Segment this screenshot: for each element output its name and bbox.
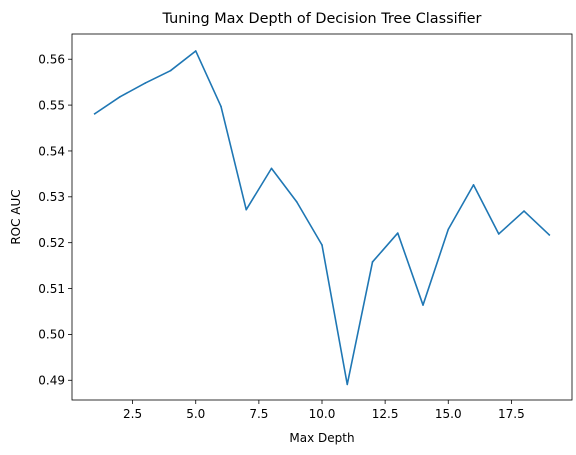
x-tick-label: 2.5 [123,407,142,421]
x-tick-label: 12.5 [372,407,399,421]
y-tick-label: 0.54 [38,144,65,158]
y-tick-label: 0.55 [38,98,65,112]
chart-title: Tuning Max Depth of Decision Tree Classi… [162,11,482,27]
data-point [422,304,424,306]
x-axis-ticks: 2.5 5.0 7.5 10.0 12.5 15.0 17.5 [123,400,525,421]
data-point [497,233,500,235]
data-point [194,50,197,52]
data-point [270,167,273,170]
data-point [295,201,298,203]
y-tick-label: 0.56 [38,53,65,67]
x-axis-label: Max Depth [289,431,354,445]
x-tick-label: 15.0 [435,407,462,421]
data-point [119,96,121,98]
x-tick-label: 5.0 [186,407,205,421]
y-axis-ticks: 0.49 0.50 0.51 0.52 0.53 0.54 0.55 0.56 [38,53,72,388]
y-tick-label: 0.53 [38,190,65,204]
data-point [169,69,172,72]
y-tick-label: 0.50 [38,328,65,342]
data-point [245,208,248,211]
x-tick-label: 17.5 [498,407,525,421]
y-axis-label: ROC AUC [9,189,23,244]
data-point [346,383,349,386]
y-tick-label: 0.52 [38,236,65,250]
data-point [447,228,450,231]
x-tick-label: 7.5 [249,407,268,421]
y-tick-label: 0.49 [38,374,65,388]
y-tick-label: 0.51 [38,282,65,296]
series-layer [93,50,551,386]
data-point [523,210,525,212]
data-point [144,82,147,84]
data-point [396,232,399,234]
data-point [371,261,374,263]
data-point [472,184,475,186]
x-tick-label: 10.0 [309,407,336,421]
data-point [93,113,96,115]
data-point [548,234,551,236]
data-point [220,105,222,108]
data-point [321,244,323,246]
